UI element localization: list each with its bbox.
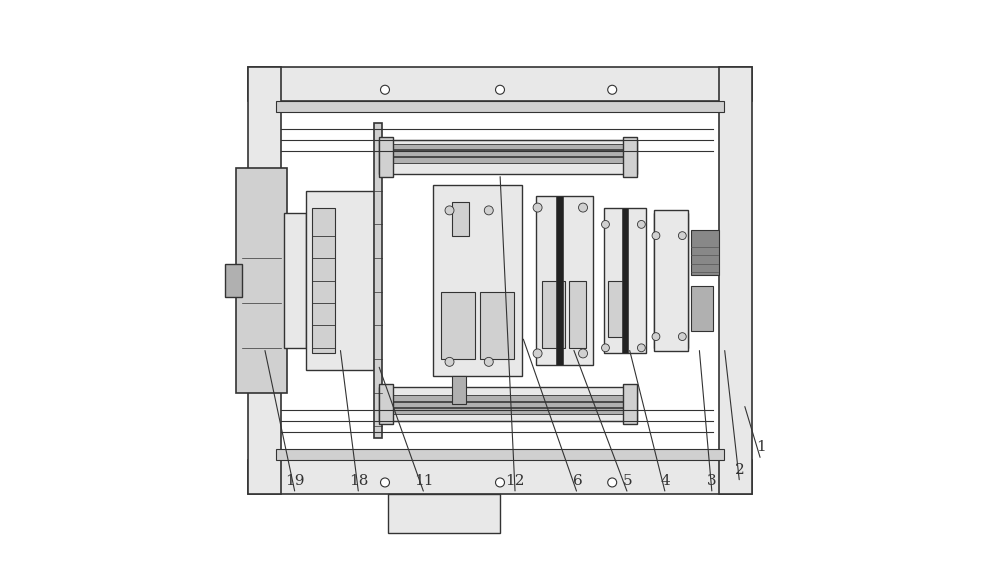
Circle shape <box>445 206 454 215</box>
FancyBboxPatch shape <box>374 123 382 438</box>
FancyBboxPatch shape <box>433 185 522 376</box>
Circle shape <box>533 349 542 358</box>
FancyBboxPatch shape <box>225 264 242 297</box>
Circle shape <box>496 478 504 487</box>
Circle shape <box>652 333 660 341</box>
Text: 2: 2 <box>735 463 744 477</box>
Circle shape <box>652 232 660 240</box>
FancyBboxPatch shape <box>441 292 475 359</box>
FancyBboxPatch shape <box>276 101 724 112</box>
FancyBboxPatch shape <box>654 210 688 351</box>
FancyBboxPatch shape <box>608 280 625 337</box>
FancyBboxPatch shape <box>248 67 752 101</box>
Text: 4: 4 <box>661 474 670 488</box>
FancyBboxPatch shape <box>604 208 646 353</box>
Circle shape <box>579 203 588 212</box>
FancyBboxPatch shape <box>284 213 306 348</box>
FancyBboxPatch shape <box>379 384 393 424</box>
Text: 1: 1 <box>756 440 766 454</box>
FancyBboxPatch shape <box>248 67 281 494</box>
Text: 6: 6 <box>573 474 582 488</box>
Circle shape <box>579 349 588 358</box>
Circle shape <box>484 357 493 366</box>
Text: 18: 18 <box>349 474 368 488</box>
FancyBboxPatch shape <box>542 280 565 348</box>
FancyBboxPatch shape <box>691 230 719 275</box>
Circle shape <box>608 85 617 94</box>
Circle shape <box>637 220 645 228</box>
Circle shape <box>602 220 609 228</box>
Circle shape <box>381 85 389 94</box>
FancyBboxPatch shape <box>622 208 628 353</box>
FancyBboxPatch shape <box>385 150 632 156</box>
Text: 5: 5 <box>623 474 633 488</box>
Circle shape <box>484 206 493 215</box>
FancyBboxPatch shape <box>379 387 637 421</box>
Text: 19: 19 <box>285 474 305 488</box>
FancyBboxPatch shape <box>306 191 374 370</box>
Text: 11: 11 <box>415 474 434 488</box>
FancyBboxPatch shape <box>385 144 632 149</box>
Circle shape <box>533 203 542 212</box>
FancyBboxPatch shape <box>480 292 514 359</box>
FancyBboxPatch shape <box>623 384 637 424</box>
FancyBboxPatch shape <box>385 408 632 414</box>
Circle shape <box>602 344 609 352</box>
Text: 3: 3 <box>707 474 717 488</box>
Circle shape <box>637 344 645 352</box>
FancyBboxPatch shape <box>385 157 632 163</box>
FancyBboxPatch shape <box>379 140 637 174</box>
FancyBboxPatch shape <box>452 202 469 236</box>
Circle shape <box>381 478 389 487</box>
FancyBboxPatch shape <box>248 460 752 494</box>
FancyBboxPatch shape <box>556 196 563 365</box>
Circle shape <box>608 478 617 487</box>
FancyBboxPatch shape <box>276 449 724 460</box>
FancyBboxPatch shape <box>623 137 637 177</box>
Circle shape <box>678 333 686 341</box>
FancyBboxPatch shape <box>691 286 713 331</box>
FancyBboxPatch shape <box>452 376 466 404</box>
FancyBboxPatch shape <box>385 395 632 401</box>
FancyBboxPatch shape <box>388 494 500 533</box>
Text: 12: 12 <box>505 474 525 488</box>
FancyBboxPatch shape <box>385 402 632 407</box>
FancyBboxPatch shape <box>312 208 335 353</box>
FancyBboxPatch shape <box>654 213 688 348</box>
FancyBboxPatch shape <box>719 67 752 494</box>
Circle shape <box>678 232 686 240</box>
FancyBboxPatch shape <box>536 196 593 365</box>
FancyBboxPatch shape <box>569 280 586 348</box>
FancyBboxPatch shape <box>236 168 287 393</box>
Circle shape <box>445 357 454 366</box>
FancyBboxPatch shape <box>379 137 393 177</box>
Circle shape <box>496 85 504 94</box>
